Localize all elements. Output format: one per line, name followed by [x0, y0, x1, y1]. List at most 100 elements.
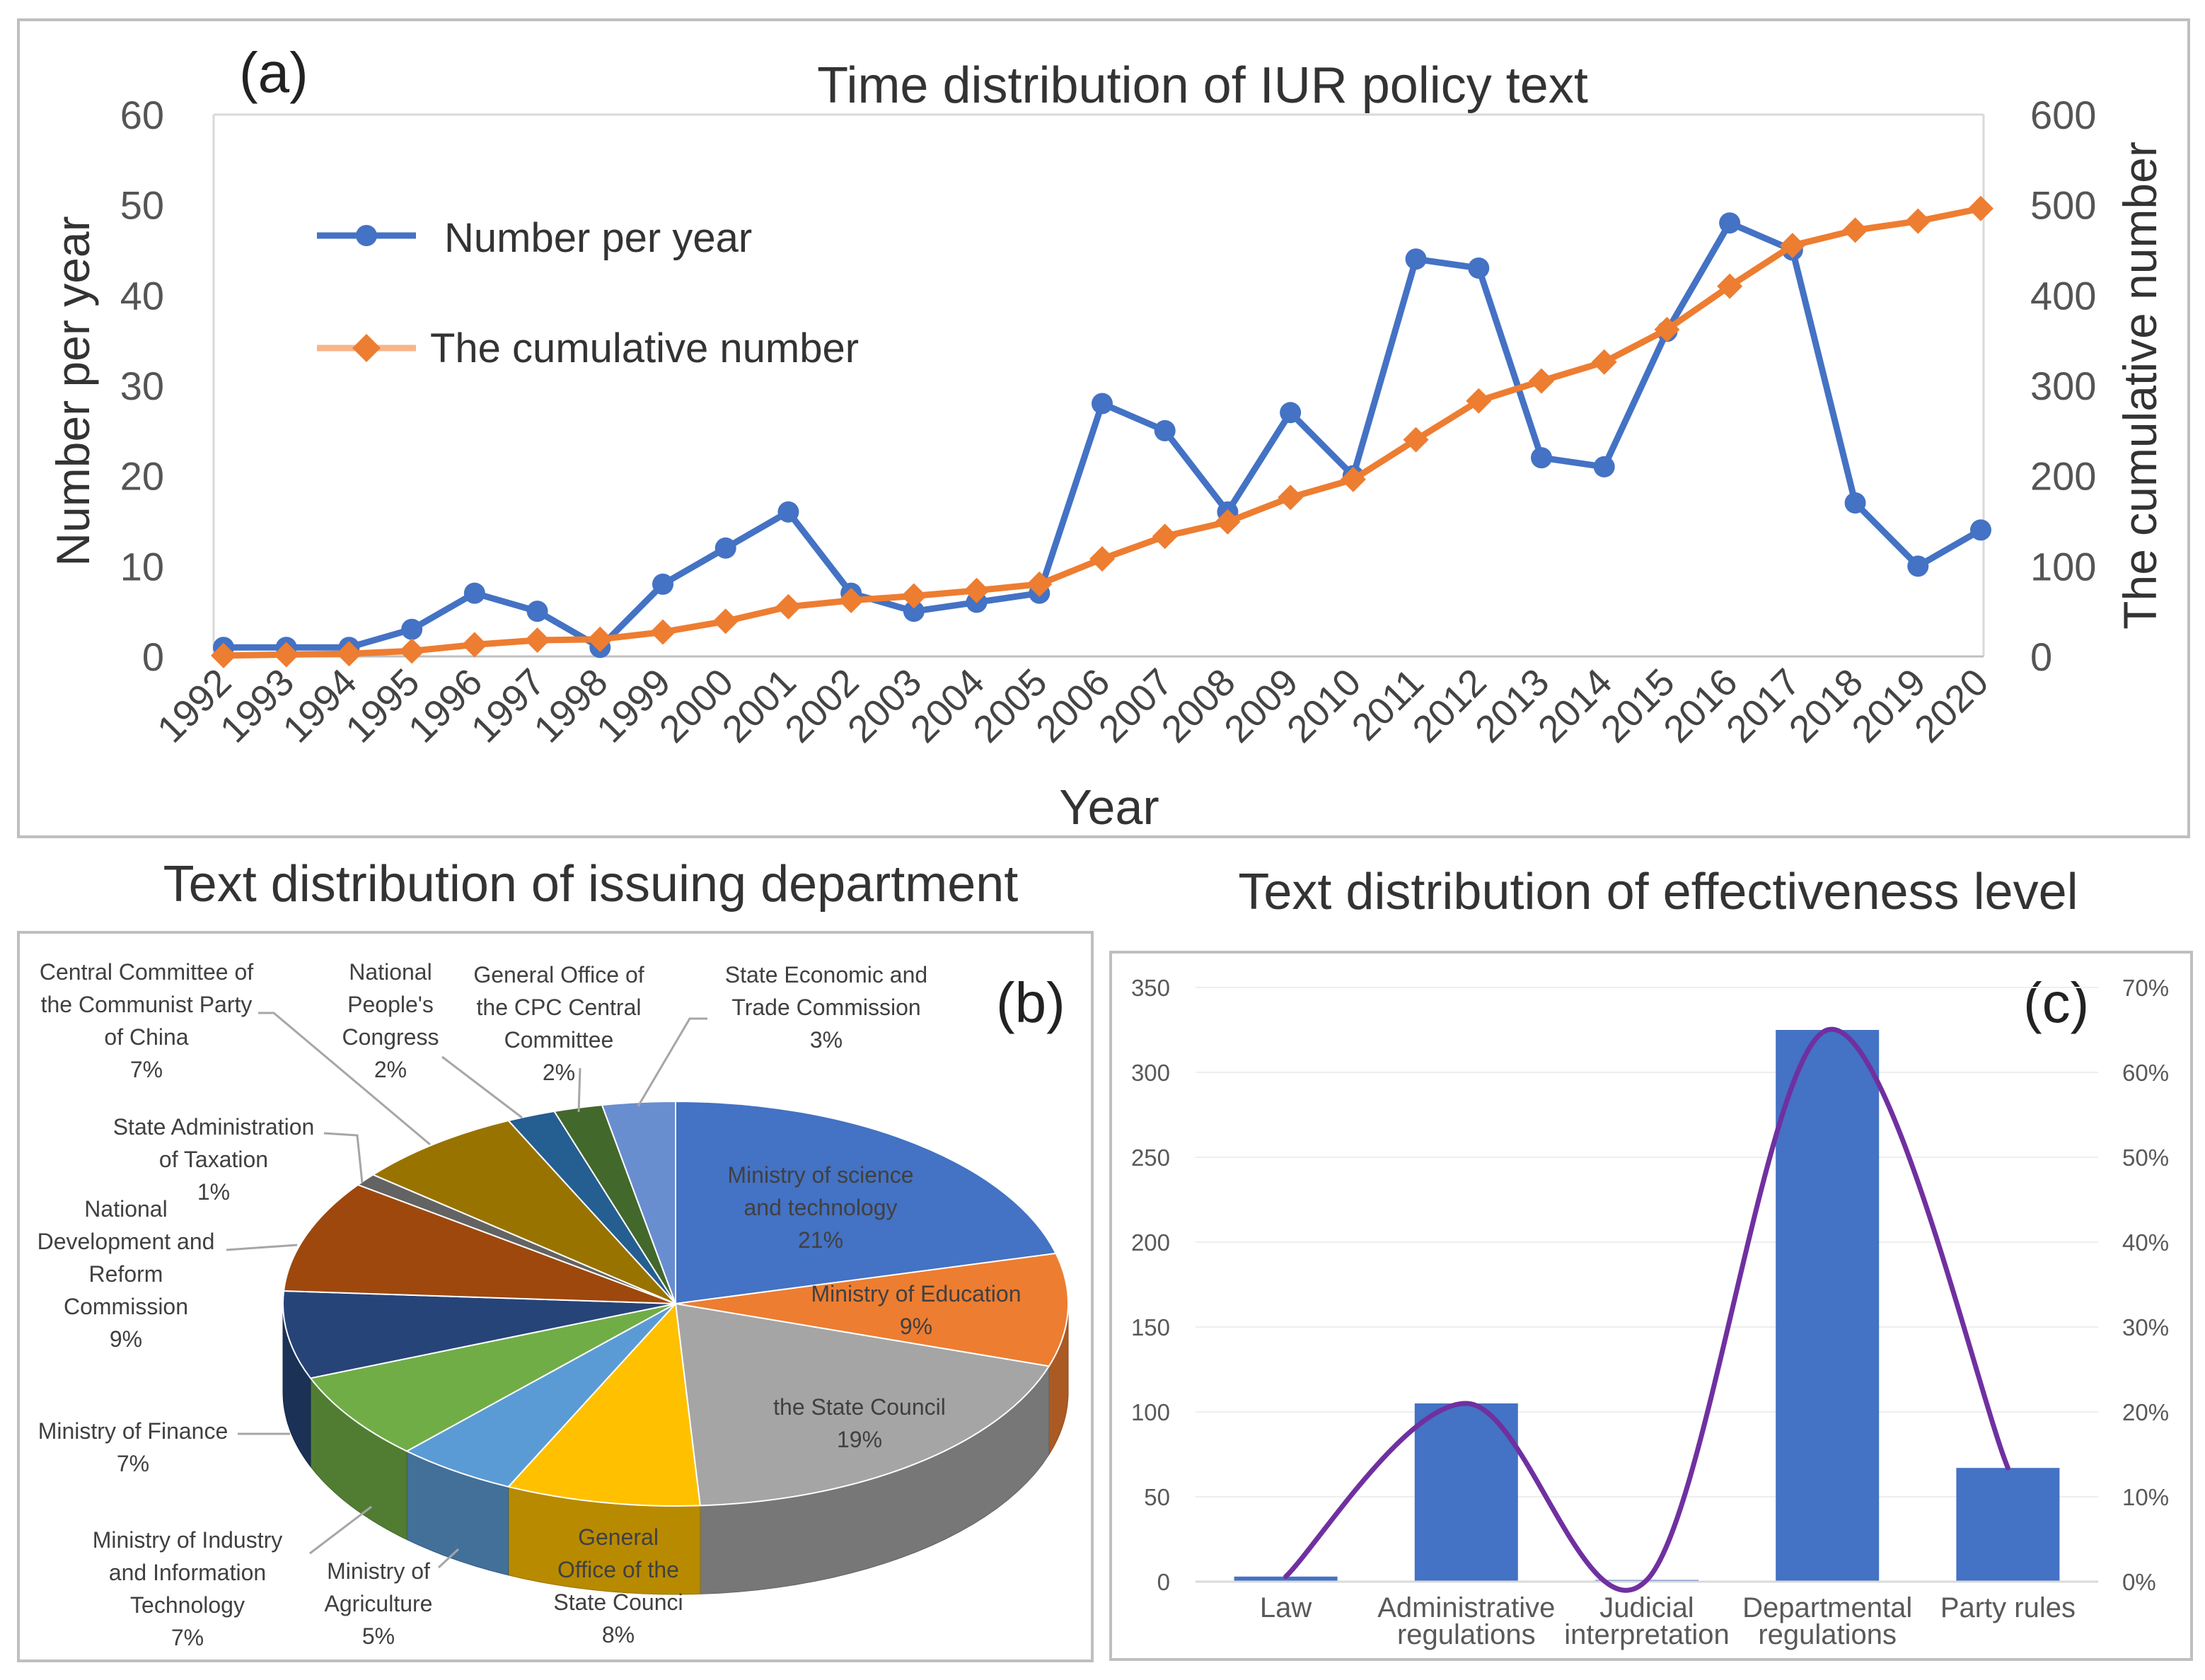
leader-line-ministry-of-industry-and-information-technology — [309, 1505, 372, 1555]
point-the-cumulative-number-2003 — [901, 583, 927, 609]
pie-label-general-office-of-the-cpc-central-committee: the CPC Central — [477, 995, 642, 1020]
panel-a-y-ticks: 0 10 20 30 40 50 60 — [120, 93, 164, 679]
panel-a-y2-tick-label: 100 — [2030, 544, 2096, 589]
panel-c-y2-ticks: 0% 10% 20% 30% 40% 50% 60% 70% — [2122, 975, 2169, 1595]
panel-c-y2-tick-label: 0% — [2122, 1569, 2156, 1595]
pie-pct-ministry-of-science-and-technology: 21% — [798, 1227, 843, 1253]
pie-label-state-administration-of-taxation: of Taxation — [159, 1147, 268, 1172]
leader-line-state-administration-of-taxation — [323, 1132, 364, 1183]
panel-c-percent-line — [1283, 1026, 2010, 1593]
panel-a-xlabel: Year — [1059, 780, 1159, 835]
panel-c-gridlines — [1196, 987, 2098, 1497]
panel-c-x-tick-label-departmental-regulations: Departmental — [1742, 1592, 1912, 1623]
panel-c-y2-tick-label: 10% — [2122, 1484, 2169, 1510]
panel-a-legend: Number per year The cumulative number — [317, 215, 859, 371]
panel-c-label: (c) — [2023, 971, 2089, 1034]
pie-label-the-state-council: the State Council — [773, 1394, 946, 1420]
panel-a-frame — [17, 18, 2190, 838]
pie-label-ministry-of-science-and-technology: and technology — [743, 1195, 897, 1220]
point-the-cumulative-number-2005 — [1026, 571, 1053, 597]
panel-b-title: Text distribution of issuing department — [163, 856, 1019, 913]
leader-line-national-development-and-reform-commission — [226, 1244, 298, 1251]
pie-label-ministry-of-science-and-technology: Ministry of science — [727, 1162, 913, 1188]
point-number-per-year-2018 — [1844, 492, 1866, 514]
panel-a-y-tick-label: 10 — [120, 544, 164, 589]
panel-c-y-tick-label: 250 — [1131, 1145, 1170, 1171]
panel-a: (a) Time distribution of IUR policy text… — [17, 18, 2190, 838]
leader-line-ministry-of-agriculture — [437, 1548, 460, 1569]
panel-c-x-tick-label-law: Law — [1260, 1592, 1312, 1623]
point-the-cumulative-number-2008 — [1215, 509, 1241, 535]
panel-c-y2-tick-label: 30% — [2122, 1314, 2169, 1340]
point-number-per-year-2000 — [714, 537, 736, 559]
panel-c-x-tick-label-party-rules: Party rules — [1940, 1592, 2076, 1623]
pie-tops — [282, 1100, 1069, 1507]
pie-label-general-office-of-the-state-counci: State Counci — [553, 1589, 683, 1615]
legend-marker-number-per-year — [356, 225, 377, 246]
panel-a-label: (a) — [239, 41, 308, 104]
pie-pct-national-development-and-reform-commission: 9% — [110, 1326, 142, 1352]
point-the-cumulative-number-1994 — [336, 641, 362, 667]
panel-a-y-tick-label: 30 — [120, 364, 164, 408]
point-the-cumulative-number-2017 — [1779, 233, 1805, 259]
pie-slice-national-development-and-reform-commission — [282, 1183, 676, 1304]
pie-slice-ministry-of-industry-and-information-technology — [309, 1303, 676, 1452]
point-the-cumulative-number-2019 — [1905, 208, 1931, 234]
point-the-cumulative-number-1995 — [399, 638, 425, 664]
point-number-per-year-2014 — [1593, 456, 1615, 477]
panel-c-y2-tick-label: 60% — [2122, 1060, 2169, 1086]
pie-pct-central-committee-of-the-communist-party-of-china: 7% — [130, 1057, 163, 1082]
point-number-per-year-2007 — [1154, 419, 1176, 441]
point-number-per-year-2016 — [1719, 212, 1741, 234]
panel-c-bars — [1234, 1030, 2060, 1582]
point-the-cumulative-number-1993 — [273, 642, 299, 668]
pie-pct-ministry-of-education: 9% — [900, 1314, 932, 1339]
bar-party-rules — [1956, 1468, 2060, 1582]
point-the-cumulative-number-2001 — [775, 593, 801, 620]
panel-c-x-tick-label-judicial-interpretation: interpretation — [1564, 1619, 1729, 1650]
panel-a-y2-tick-label: 500 — [2030, 183, 2096, 228]
panel-c-y-tick-label: 350 — [1131, 975, 1170, 1001]
point-number-per-year-2012 — [1468, 257, 1490, 279]
point-the-cumulative-number-1998 — [587, 626, 613, 652]
point-number-per-year-2009 — [1280, 402, 1302, 424]
panel-a-series — [211, 195, 1993, 668]
pie-label-national-people-s-congress: People's — [347, 992, 434, 1017]
panel-c-y2-tick-label: 20% — [2122, 1399, 2169, 1425]
point-the-cumulative-number-1996 — [461, 632, 487, 658]
pie-label-national-development-and-reform-commission: Development and — [37, 1229, 215, 1254]
bar-administrative-regulations — [1414, 1403, 1518, 1582]
panel-a-y2-tick-label: 300 — [2030, 364, 2096, 408]
panel-a-y2-tick-label: 0 — [2030, 635, 2052, 679]
pie-slice-general-office-of-the-state-counci — [507, 1302, 701, 1507]
point-the-cumulative-number-2010 — [1340, 466, 1366, 492]
legend-label-number-per-year: Number per year — [444, 215, 752, 261]
point-number-per-year-1996 — [463, 582, 485, 604]
pie-label-ministry-of-agriculture: Ministry of — [327, 1558, 430, 1584]
pie-pct-general-office-of-the-state-counci: 8% — [602, 1622, 635, 1647]
panel-a-y-tick-label: 50 — [120, 183, 164, 228]
pie-label-general-office-of-the-cpc-central-committee: Committee — [504, 1027, 614, 1053]
point-number-per-year-2011 — [1405, 248, 1427, 270]
pie-slice-central-committee-of-the-communist-party-of-china — [371, 1120, 676, 1304]
pie-pct-the-state-council: 19% — [837, 1427, 882, 1452]
pie-slice-state-economic-and-trade-commission — [601, 1100, 676, 1304]
point-the-cumulative-number-1997 — [524, 627, 550, 654]
pie-label-national-development-and-reform-commission: Reform — [89, 1261, 163, 1287]
panel-b: Text distribution of issuing department … — [17, 856, 1094, 1662]
pie-label-general-office-of-the-cpc-central-committee: General Office of — [473, 962, 644, 987]
panel-a-y-tick-label: 0 — [142, 635, 164, 679]
pie-pct-ministry-of-industry-and-information-technology: 7% — [171, 1625, 204, 1650]
pie-pct-state-economic-and-trade-commission: 3% — [810, 1027, 843, 1053]
pie-label-national-people-s-congress: National — [349, 959, 432, 985]
pie-label-ministry-of-agriculture: Agriculture — [325, 1591, 433, 1616]
point-the-cumulative-number-2014 — [1591, 349, 1617, 375]
leader-line-national-people-s-congress — [441, 1055, 523, 1119]
point-number-per-year-2019 — [1907, 555, 1929, 577]
leader-line-state-economic-and-trade-commission — [637, 1017, 707, 1107]
point-the-cumulative-number-2000 — [712, 608, 739, 635]
point-the-cumulative-number-2004 — [963, 577, 990, 603]
panel-c-y-ticks: 0 50 100 150 200 250 300 350 — [1131, 975, 1170, 1595]
pie-label-ministry-of-finance: Ministry of Finance — [38, 1418, 228, 1444]
panel-a-y2-tick-label: 400 — [2030, 273, 2096, 318]
